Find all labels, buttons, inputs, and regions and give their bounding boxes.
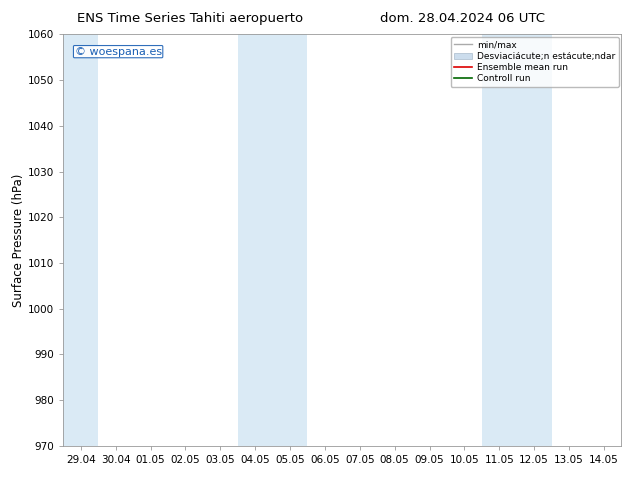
Y-axis label: Surface Pressure (hPa): Surface Pressure (hPa) [12,173,25,307]
Text: dom. 28.04.2024 06 UTC: dom. 28.04.2024 06 UTC [380,12,545,25]
Bar [482,34,552,446]
Bar [63,34,98,446]
Bar [238,34,307,446]
Text: ENS Time Series Tahiti aeropuerto: ENS Time Series Tahiti aeropuerto [77,12,303,25]
Text: © woespana.es: © woespana.es [75,47,162,57]
Legend: min/max, Desviaciácute;n estácute;ndar, Ensemble mean run, Controll run: min/max, Desviaciácute;n estácute;ndar, … [451,37,619,87]
